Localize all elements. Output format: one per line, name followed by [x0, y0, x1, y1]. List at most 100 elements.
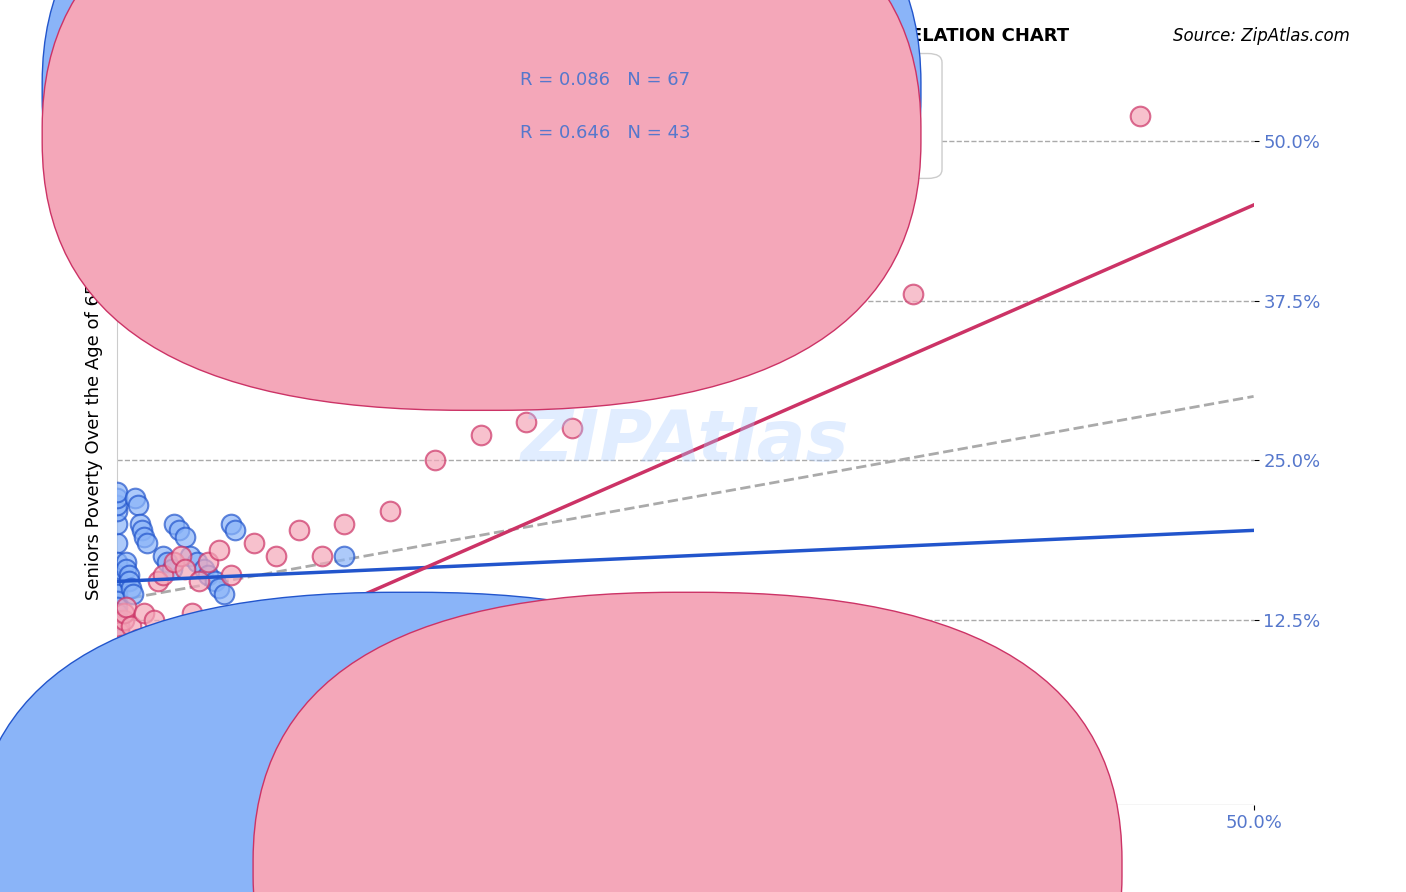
Immigrants from Belize — [311, 753, 333, 767]
Immigrants from Belize — [108, 625, 131, 640]
Immigrants from Belize — [152, 549, 174, 563]
Y-axis label: Seniors Poverty Over the Age of 65: Seniors Poverty Over the Age of 65 — [86, 283, 103, 599]
Immigrants from Belize — [146, 708, 169, 723]
Immigrants from Belize — [212, 587, 235, 601]
Text: R = 0.646   N = 43: R = 0.646 N = 43 — [520, 124, 690, 142]
Immigrants from Belize — [124, 491, 146, 506]
Text: Immigrants from Belize: Immigrants from Belize — [387, 852, 598, 870]
Immigrants from Belize — [235, 708, 257, 723]
Immigrants from Belize — [115, 555, 138, 569]
Immigrants from Belize — [105, 593, 128, 607]
Immigrants from Belize — [160, 561, 183, 575]
Immigrants from Belize — [208, 581, 231, 595]
Greeks — [108, 625, 131, 640]
Immigrants from Belize — [105, 504, 128, 518]
Greeks — [561, 421, 583, 435]
Immigrants from Belize — [105, 599, 128, 614]
Immigrants from Belize — [134, 530, 156, 544]
Immigrants from Belize — [179, 549, 201, 563]
Greeks — [425, 453, 447, 467]
Greeks — [333, 516, 356, 531]
Immigrants from Belize — [129, 516, 152, 531]
Immigrants from Belize — [122, 587, 145, 601]
Immigrants from Belize — [112, 682, 135, 697]
Immigrants from Belize — [105, 574, 128, 589]
Immigrants from Belize — [105, 607, 128, 621]
Immigrants from Belize — [111, 664, 134, 678]
Immigrants from Belize — [105, 485, 128, 500]
Immigrants from Belize — [142, 696, 165, 710]
Text: IMMIGRANTS FROM BELIZE VS GREEK SENIORS POVERTY OVER THE AGE OF 65 CORRELATION C: IMMIGRANTS FROM BELIZE VS GREEK SENIORS … — [56, 27, 1070, 45]
Text: Greeks: Greeks — [742, 852, 804, 870]
Immigrants from Belize — [105, 555, 128, 569]
Greeks — [197, 555, 219, 569]
Immigrants from Belize — [204, 574, 226, 589]
Immigrants from Belize — [117, 574, 139, 589]
Immigrants from Belize — [108, 619, 131, 633]
Greeks — [105, 664, 128, 678]
Greeks — [122, 651, 145, 665]
Greeks — [115, 599, 138, 614]
Text: R = 0.086   N = 67: R = 0.086 N = 67 — [520, 70, 690, 88]
Immigrants from Belize — [112, 676, 135, 690]
Immigrants from Belize — [108, 638, 131, 652]
Immigrants from Belize — [163, 516, 186, 531]
Greeks — [129, 651, 152, 665]
Immigrants from Belize — [112, 670, 135, 684]
Immigrants from Belize — [277, 747, 299, 761]
Greeks — [378, 504, 401, 518]
Greeks — [124, 644, 146, 658]
Immigrants from Belize — [111, 644, 134, 658]
Greeks — [134, 607, 156, 621]
Immigrants from Belize — [111, 651, 134, 665]
Immigrants from Belize — [120, 581, 142, 595]
Greeks — [174, 561, 197, 575]
Immigrants from Belize — [186, 555, 208, 569]
Greeks — [105, 657, 128, 672]
Immigrants from Belize — [105, 568, 128, 582]
Immigrants from Belize — [378, 690, 401, 704]
Immigrants from Belize — [333, 549, 356, 563]
Greeks — [146, 574, 169, 589]
Immigrants from Belize — [131, 524, 153, 538]
Greeks — [901, 287, 924, 301]
Greeks — [470, 427, 492, 442]
Greeks — [112, 607, 135, 621]
Immigrants from Belize — [105, 536, 128, 550]
Immigrants from Belize — [111, 657, 134, 672]
Immigrants from Belize — [115, 561, 138, 575]
Greeks — [127, 632, 149, 646]
Greeks — [1129, 109, 1152, 123]
Immigrants from Belize — [135, 536, 157, 550]
Immigrants from Belize — [247, 727, 270, 741]
Greeks — [105, 651, 128, 665]
Greeks — [138, 638, 160, 652]
Greeks — [108, 619, 131, 633]
Text: ZIPAtlas: ZIPAtlas — [522, 407, 849, 475]
Immigrants from Belize — [224, 524, 246, 538]
Greeks — [120, 619, 142, 633]
Greeks — [311, 549, 333, 563]
Greeks — [288, 524, 311, 538]
Greeks — [219, 568, 242, 582]
Immigrants from Belize — [117, 568, 139, 582]
Greeks — [105, 670, 128, 684]
Greeks — [117, 670, 139, 684]
Greeks — [208, 542, 231, 557]
Greeks — [242, 536, 264, 550]
Greeks — [156, 625, 179, 640]
Immigrants from Belize — [105, 581, 128, 595]
Immigrants from Belize — [127, 498, 149, 512]
Greeks — [142, 613, 165, 627]
Greeks — [111, 644, 134, 658]
Immigrants from Belize — [105, 587, 128, 601]
Greeks — [266, 549, 288, 563]
Greeks — [181, 607, 204, 621]
Greeks — [152, 568, 174, 582]
Immigrants from Belize — [231, 696, 253, 710]
Greeks — [188, 574, 211, 589]
Immigrants from Belize — [141, 690, 163, 704]
Text: Source: ZipAtlas.com: Source: ZipAtlas.com — [1173, 27, 1350, 45]
Immigrants from Belize — [174, 530, 197, 544]
Immigrants from Belize — [105, 498, 128, 512]
